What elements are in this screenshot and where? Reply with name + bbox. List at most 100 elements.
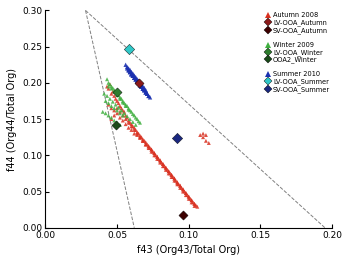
- Point: [124, 114, 130, 118]
- Point: [117, 116, 123, 120]
- Point: [119, 106, 124, 110]
- Point: [104, 84, 110, 89]
- Point: [132, 76, 137, 80]
- Point: [153, 153, 158, 157]
- Point: [111, 108, 117, 112]
- Point: [192, 202, 197, 206]
- Point: [130, 112, 136, 116]
- Point: [109, 106, 114, 110]
- Point: [203, 133, 209, 137]
- Point: [132, 76, 137, 80]
- Point: [116, 105, 121, 110]
- Point: [160, 162, 166, 166]
- Point: [180, 187, 186, 192]
- Point: [162, 164, 167, 168]
- Point: [136, 81, 141, 85]
- Point: [111, 89, 117, 94]
- Point: [136, 132, 141, 136]
- Point: [146, 94, 151, 98]
- Point: [146, 94, 151, 98]
- Point: [189, 198, 194, 202]
- Point: [187, 197, 193, 201]
- Point: [106, 102, 111, 107]
- Point: [126, 47, 131, 51]
- Point: [127, 70, 133, 74]
- Point: [179, 186, 184, 190]
- Point: [119, 97, 124, 101]
- Point: [156, 157, 162, 161]
- Point: [130, 74, 136, 78]
- Point: [129, 72, 134, 76]
- Point: [134, 133, 140, 137]
- Point: [206, 141, 211, 145]
- Point: [101, 92, 107, 96]
- Point: [146, 145, 151, 149]
- Point: [183, 191, 189, 195]
- Point: [121, 111, 127, 115]
- Point: [130, 74, 136, 78]
- Point: [146, 144, 151, 148]
- Point: [181, 189, 187, 194]
- Point: [134, 117, 140, 121]
- Point: [141, 86, 147, 90]
- Point: [129, 72, 134, 76]
- Point: [186, 194, 192, 199]
- Point: [163, 168, 169, 172]
- Point: [114, 92, 120, 96]
- Point: [139, 84, 144, 89]
- Point: [141, 139, 147, 143]
- X-axis label: f43 (Org43/Total Org): f43 (Org43/Total Org): [137, 245, 240, 255]
- Point: [114, 93, 120, 97]
- Point: [103, 111, 109, 115]
- Point: [174, 180, 180, 184]
- Point: [104, 94, 110, 98]
- Point: [149, 148, 154, 152]
- Point: [144, 92, 150, 96]
- Point: [123, 104, 128, 108]
- Y-axis label: f44 (Org44/Total Org): f44 (Org44/Total Org): [7, 68, 17, 171]
- Point: [151, 153, 157, 157]
- Point: [114, 89, 120, 94]
- Point: [169, 175, 174, 179]
- Point: [177, 184, 183, 188]
- Point: [127, 68, 133, 72]
- Point: [121, 110, 127, 114]
- Point: [129, 72, 134, 76]
- Point: [134, 79, 140, 84]
- Point: [192, 204, 197, 208]
- Point: [157, 158, 163, 162]
- Point: [124, 66, 130, 70]
- Point: [114, 106, 120, 110]
- Point: [193, 203, 199, 207]
- Point: [126, 66, 131, 70]
- Point: [137, 81, 143, 85]
- Point: [149, 150, 154, 154]
- Point: [173, 178, 179, 183]
- Point: [167, 171, 173, 176]
- Point: [134, 79, 140, 84]
- Point: [117, 104, 123, 108]
- Point: [107, 82, 113, 86]
- Point: [134, 77, 140, 81]
- Point: [198, 133, 203, 137]
- Point: [177, 186, 183, 190]
- Point: [159, 160, 164, 165]
- Point: [134, 132, 140, 136]
- Point: [160, 164, 166, 168]
- Point: [137, 136, 143, 140]
- Point: [119, 108, 124, 112]
- Point: [154, 155, 160, 159]
- Point: [109, 104, 114, 108]
- Point: [174, 136, 180, 140]
- Point: [126, 121, 131, 125]
- Point: [203, 139, 209, 143]
- Point: [124, 104, 130, 108]
- Point: [134, 130, 140, 134]
- Point: [189, 200, 194, 204]
- Point: [114, 111, 120, 115]
- Point: [146, 146, 151, 150]
- Point: [129, 122, 134, 126]
- Point: [103, 99, 109, 103]
- Point: [133, 123, 139, 127]
- Point: [129, 124, 134, 128]
